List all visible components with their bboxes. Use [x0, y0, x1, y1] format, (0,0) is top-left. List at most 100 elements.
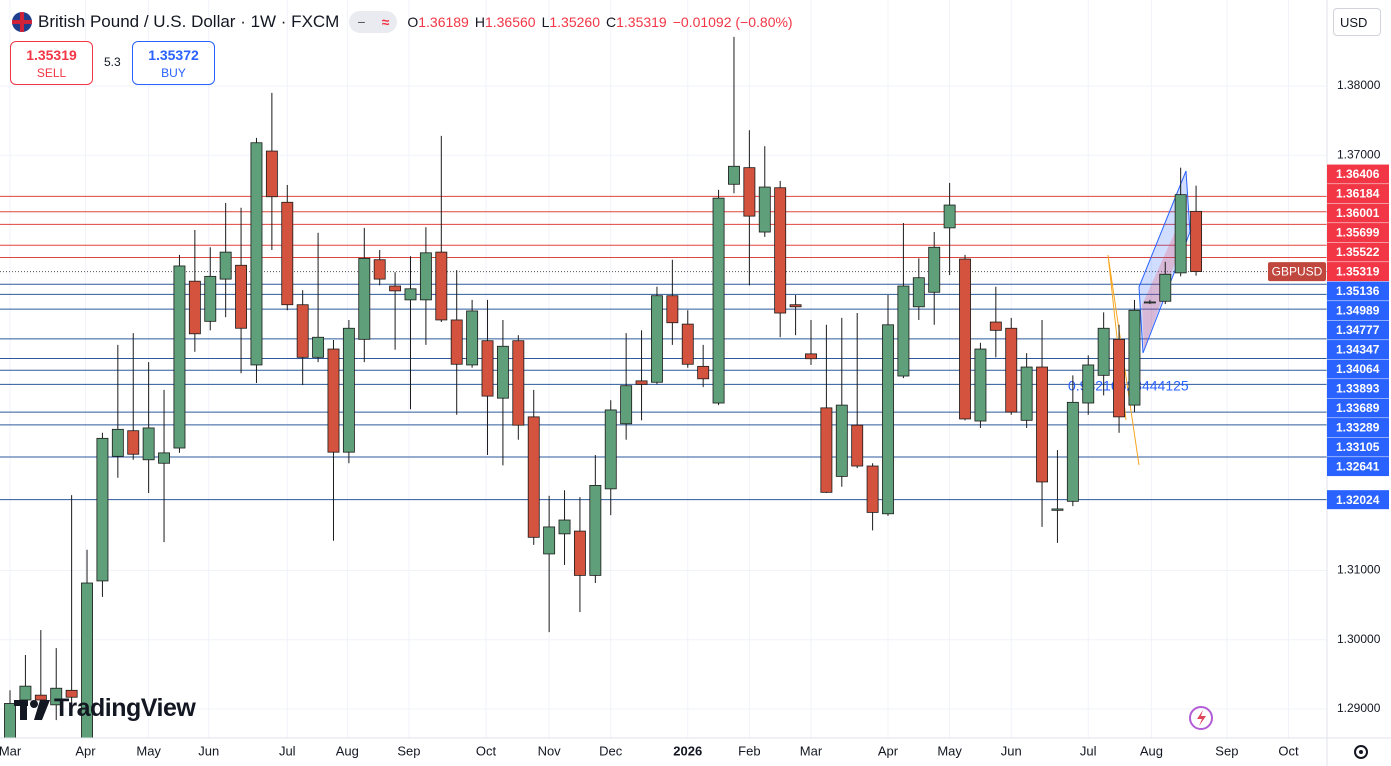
level-label: 1.33893	[1336, 382, 1380, 396]
candle-body	[435, 251, 448, 321]
indicator-pill[interactable]: − ≈	[349, 11, 398, 33]
candle-body	[142, 427, 155, 461]
ohlc-value: 1.35319	[616, 14, 667, 30]
level-label-bg	[1327, 184, 1389, 204]
candle-body	[250, 142, 263, 366]
candle-body	[219, 251, 232, 280]
buy-price: 1.35372	[148, 47, 199, 63]
level-label: 1.34989	[1336, 304, 1380, 318]
candle-body	[111, 428, 124, 457]
candle-body	[1005, 327, 1018, 413]
ohlc-key: C	[605, 14, 617, 30]
candle-body	[1159, 273, 1172, 302]
level-label-bg	[1327, 301, 1389, 321]
candle-body	[620, 385, 633, 425]
x-tick-label: May	[136, 743, 161, 758]
candle-body	[327, 348, 340, 453]
candle-body	[373, 259, 386, 280]
x-tick-label: 2026	[673, 743, 702, 758]
candle-body	[1097, 327, 1110, 376]
x-tick-label: Jun	[1001, 743, 1022, 758]
candle-body	[989, 321, 1002, 331]
buy-button[interactable]: 1.35372 BUY	[132, 41, 215, 85]
candle-body	[835, 404, 848, 477]
candle-body	[959, 258, 971, 420]
candle-body	[589, 485, 602, 576]
level-label: 1.36184	[1336, 187, 1380, 201]
candle-body	[1128, 309, 1141, 406]
level-label: 1.33289	[1336, 421, 1380, 435]
candle-body	[127, 430, 140, 455]
ohlc-value: 1.35260	[549, 14, 600, 30]
candle-body	[974, 348, 987, 422]
level-label: 1.35699	[1336, 226, 1380, 240]
candle-body	[404, 288, 417, 301]
candle-body	[820, 407, 833, 493]
x-tick-label: Jul	[1080, 743, 1097, 758]
x-tick-label: Jul	[279, 743, 296, 758]
symbol-tag-bg	[1268, 262, 1326, 282]
candle-body	[1020, 366, 1033, 421]
x-tick-label: Oct	[476, 743, 497, 758]
level-label: 1.34777	[1336, 323, 1380, 337]
currency-select[interactable]: USD	[1333, 8, 1381, 36]
candle-body	[805, 353, 817, 360]
candle-body	[81, 582, 93, 738]
candle-body	[743, 167, 756, 217]
candle-body	[712, 197, 725, 404]
candle-body	[897, 285, 910, 377]
candle-body	[1113, 338, 1125, 418]
level-label: 1.32024	[1336, 493, 1380, 507]
level-label-bg	[1327, 457, 1389, 477]
level-label: 1.35522	[1336, 245, 1380, 259]
candle-body	[1036, 366, 1048, 483]
candle-body	[265, 150, 278, 198]
spread: 5.3	[104, 55, 121, 69]
buy-label: BUY	[161, 66, 186, 80]
candle-body	[543, 526, 556, 555]
level-label-bg	[1327, 418, 1389, 438]
alert-icon[interactable]	[1189, 706, 1213, 730]
candle-body	[604, 409, 617, 490]
x-tick-label: Feb	[738, 743, 760, 758]
ohlc-key: H	[474, 14, 485, 30]
pill-wave: ≈	[381, 14, 390, 30]
logo-text: TradingView	[54, 694, 196, 722]
alert-icon-bolt	[1197, 710, 1206, 726]
candle-body	[558, 519, 571, 535]
level-label: 1.34064	[1336, 362, 1380, 376]
level-label: 1.35136	[1336, 284, 1380, 298]
candle-body	[527, 416, 540, 538]
sell-button[interactable]: 1.35319 SELL	[10, 41, 93, 85]
level-label-bg	[1327, 359, 1389, 379]
settings-icon[interactable]	[1354, 745, 1368, 759]
y-tick-label: 1.30000	[1337, 632, 1381, 646]
candle-body	[681, 323, 694, 365]
level-label-bg	[1327, 203, 1389, 223]
x-tick-label: Aug	[336, 743, 359, 758]
candle-body	[774, 187, 787, 314]
x-tick-label: Sep	[397, 743, 420, 758]
candle-body	[1051, 508, 1064, 511]
logo-icon	[14, 699, 50, 720]
level-label-bg	[1327, 379, 1389, 399]
y-tick-label: 1.29000	[1337, 701, 1381, 715]
candle-body	[173, 265, 186, 449]
candle-body	[943, 204, 956, 229]
x-tick-label: Apr	[75, 743, 96, 758]
logo: TradingView	[14, 694, 196, 723]
ohlc-value: 1.36189	[418, 14, 469, 30]
y-tick-label: 1.38000	[1337, 78, 1381, 92]
level-label: 1.33105	[1336, 440, 1380, 454]
candle-body	[65, 689, 78, 698]
x-tick-label: Dec	[599, 743, 623, 758]
candle-body	[296, 304, 309, 358]
last-price-bg	[1327, 262, 1389, 282]
grid	[0, 0, 1327, 738]
candle-body	[312, 336, 325, 358]
sell-label: SELL	[36, 66, 67, 80]
price-labels: 1.36406 1.36184 1.36001 1.35699 1.35522 1.351…	[1268, 164, 1389, 510]
candle-body	[512, 340, 525, 426]
